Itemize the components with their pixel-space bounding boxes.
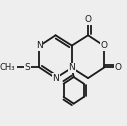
Text: N: N	[52, 74, 59, 83]
Text: S: S	[25, 63, 31, 72]
Text: O: O	[101, 41, 108, 51]
Text: N: N	[68, 63, 75, 72]
Text: N: N	[36, 41, 43, 51]
Text: O: O	[114, 63, 121, 72]
Text: CH₃: CH₃	[0, 63, 15, 72]
Text: O: O	[85, 15, 92, 24]
